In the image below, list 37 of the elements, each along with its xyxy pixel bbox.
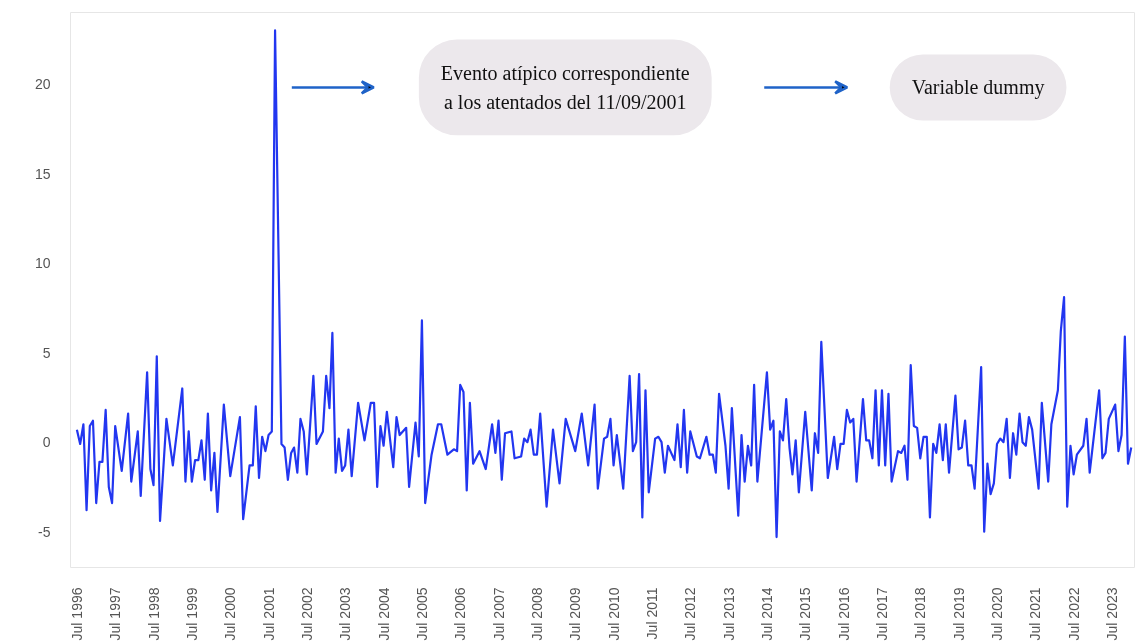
x-tick-label: Jul 2005 bbox=[413, 587, 430, 641]
x-tick-label: Jul 2004 bbox=[375, 587, 392, 641]
x-tick-label: Jul 2014 bbox=[758, 587, 775, 641]
x-tick-label: Jul 2010 bbox=[605, 587, 622, 641]
y-tick-label: -5 bbox=[38, 523, 51, 540]
x-tick-label: Jul 2007 bbox=[490, 587, 507, 641]
x-tick-label: Jul 1999 bbox=[183, 587, 200, 641]
x-tick-label: Jul 1997 bbox=[107, 587, 124, 641]
x-tick-label: Jul 2016 bbox=[835, 587, 852, 641]
x-tick-label: Jul 2002 bbox=[298, 587, 315, 641]
x-tick-label: Jul 2013 bbox=[720, 587, 737, 641]
x-tick-label: Jul 2000 bbox=[222, 587, 239, 641]
x-tick-label: Jul 1998 bbox=[145, 587, 162, 641]
x-tick-label: Jul 2019 bbox=[950, 587, 967, 641]
y-tick-label: 20 bbox=[34, 76, 51, 93]
y-tick-label: 5 bbox=[42, 344, 51, 361]
line-series bbox=[75, 29, 1133, 539]
x-tick-label: Jul 2001 bbox=[260, 587, 277, 641]
y-tick-label: 0 bbox=[42, 434, 51, 451]
x-tick-label: Jul 2015 bbox=[797, 587, 814, 641]
annotation: Evento atípico correspondiente a los atentados del 11/09/2001 bbox=[440, 61, 690, 114]
x-tick-label: Jul 2022 bbox=[1065, 587, 1082, 641]
x-tick-label: Jul 2006 bbox=[452, 587, 469, 641]
annotation: Variable dummy bbox=[911, 76, 1045, 100]
y-tick-label: 15 bbox=[34, 165, 51, 182]
y-tick-label: 10 bbox=[34, 255, 51, 272]
x-tick-label: Jul 2011 bbox=[643, 587, 660, 640]
x-tick-label: Jul 2012 bbox=[682, 587, 699, 641]
x-tick-label: Jul 1996 bbox=[68, 587, 85, 641]
x-tick-label: Jul 2020 bbox=[989, 587, 1005, 641]
x-tick-label: Jul 2018 bbox=[912, 587, 929, 641]
x-tick-label: Jul 2003 bbox=[337, 587, 354, 641]
x-tick-label: Jul 2023 bbox=[1103, 587, 1120, 641]
x-tick-label: Jul 2009 bbox=[567, 587, 584, 641]
x-tick-label: Jul 2008 bbox=[528, 587, 545, 641]
x-tick-label: Jul 2017 bbox=[873, 587, 890, 641]
x-tick-label: Jul 2021 bbox=[1027, 587, 1044, 641]
